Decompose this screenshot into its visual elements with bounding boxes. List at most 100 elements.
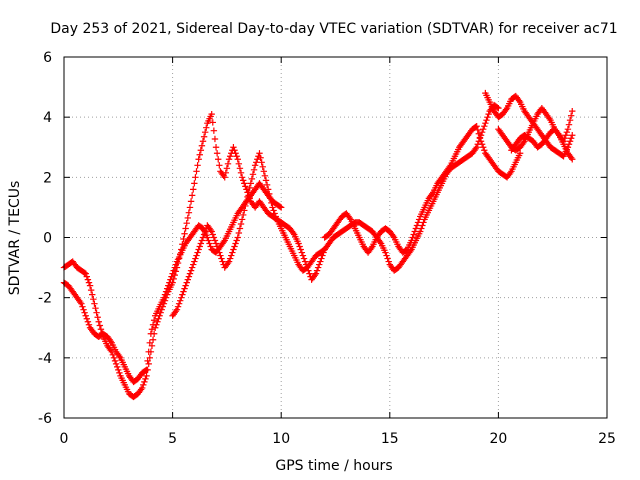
data-point xyxy=(301,258,309,265)
data-point xyxy=(216,162,223,169)
data-point xyxy=(95,318,102,325)
data-point xyxy=(226,153,234,160)
data-point xyxy=(179,291,186,298)
data-point xyxy=(482,119,489,127)
data-point xyxy=(229,249,236,256)
data-point xyxy=(267,195,274,202)
data-point xyxy=(566,138,574,145)
data-point xyxy=(111,357,119,365)
data-point xyxy=(412,225,420,232)
data-point xyxy=(419,222,426,229)
data-point xyxy=(237,169,245,177)
data-point xyxy=(198,237,206,244)
series-track-c xyxy=(169,150,328,319)
data-point xyxy=(316,261,323,268)
data-point xyxy=(205,237,212,244)
data-point xyxy=(150,317,158,324)
data-point xyxy=(516,150,524,157)
data-point xyxy=(246,184,253,192)
data-point xyxy=(225,156,233,163)
data-point xyxy=(86,282,94,289)
data-point xyxy=(484,113,491,121)
data-point xyxy=(192,255,199,262)
data-point xyxy=(79,303,86,310)
data-point xyxy=(107,338,114,345)
x-tick-label: 20 xyxy=(489,431,507,447)
data-point xyxy=(234,156,241,163)
data-point xyxy=(226,255,234,262)
data-point xyxy=(235,229,243,237)
data-point xyxy=(230,246,237,253)
data-point xyxy=(473,122,480,130)
data-point xyxy=(183,279,190,286)
data-point xyxy=(317,258,324,265)
x-tick-label: 15 xyxy=(381,431,399,447)
data-point xyxy=(415,216,423,223)
data-point xyxy=(569,156,576,163)
data-point xyxy=(502,106,510,113)
data-point xyxy=(110,354,118,362)
data-point xyxy=(212,144,220,151)
data-point xyxy=(479,126,487,133)
data-point xyxy=(171,264,178,271)
data-point xyxy=(231,243,238,250)
data-point xyxy=(238,216,246,223)
data-point xyxy=(218,255,225,262)
data-point xyxy=(91,300,98,307)
x-tick-label: 25 xyxy=(598,431,616,447)
data-point xyxy=(182,282,189,289)
data-point xyxy=(473,144,480,151)
data-point xyxy=(270,207,277,214)
data-point xyxy=(384,255,391,262)
data-point xyxy=(299,252,307,259)
data-point xyxy=(319,252,326,259)
data-point xyxy=(383,252,390,259)
data-point xyxy=(138,384,146,392)
data-point xyxy=(408,237,415,244)
data-point xyxy=(96,322,104,329)
data-point xyxy=(478,141,486,148)
data-point xyxy=(211,237,219,244)
data-point xyxy=(215,156,222,163)
data-point xyxy=(247,180,254,187)
data-point xyxy=(177,297,184,304)
data-point xyxy=(82,270,89,277)
data-point xyxy=(264,186,272,193)
data-point xyxy=(148,326,156,333)
data-point xyxy=(236,165,244,172)
data-point xyxy=(90,295,97,303)
plot-frame xyxy=(63,56,608,419)
data-point xyxy=(170,267,177,274)
data-point xyxy=(157,309,164,316)
data-point xyxy=(194,249,201,256)
data-point xyxy=(567,154,575,161)
data-point xyxy=(231,147,238,154)
data-point xyxy=(241,180,248,187)
data-point xyxy=(169,270,176,277)
data-point xyxy=(481,122,488,130)
data-point xyxy=(428,190,436,198)
data-point xyxy=(180,288,187,295)
data-point xyxy=(209,119,216,126)
data-point xyxy=(248,175,256,183)
x-tick-label: 5 xyxy=(168,431,177,447)
data-point xyxy=(194,162,201,169)
data-point xyxy=(296,243,303,250)
y-tick-label: 2 xyxy=(43,170,52,186)
data-point xyxy=(305,267,312,274)
data-point xyxy=(112,360,120,368)
data-point xyxy=(196,151,203,158)
data-point xyxy=(154,318,161,325)
data-point xyxy=(475,130,483,137)
data-point xyxy=(562,132,569,139)
data-point xyxy=(295,240,302,247)
data-point xyxy=(266,190,273,198)
data-point xyxy=(93,309,100,316)
data-point xyxy=(479,144,487,151)
data-point xyxy=(385,258,392,265)
data-point xyxy=(222,169,230,177)
data-point xyxy=(168,273,175,280)
data-point xyxy=(195,156,202,163)
data-point xyxy=(515,97,523,104)
data-point xyxy=(262,177,270,184)
